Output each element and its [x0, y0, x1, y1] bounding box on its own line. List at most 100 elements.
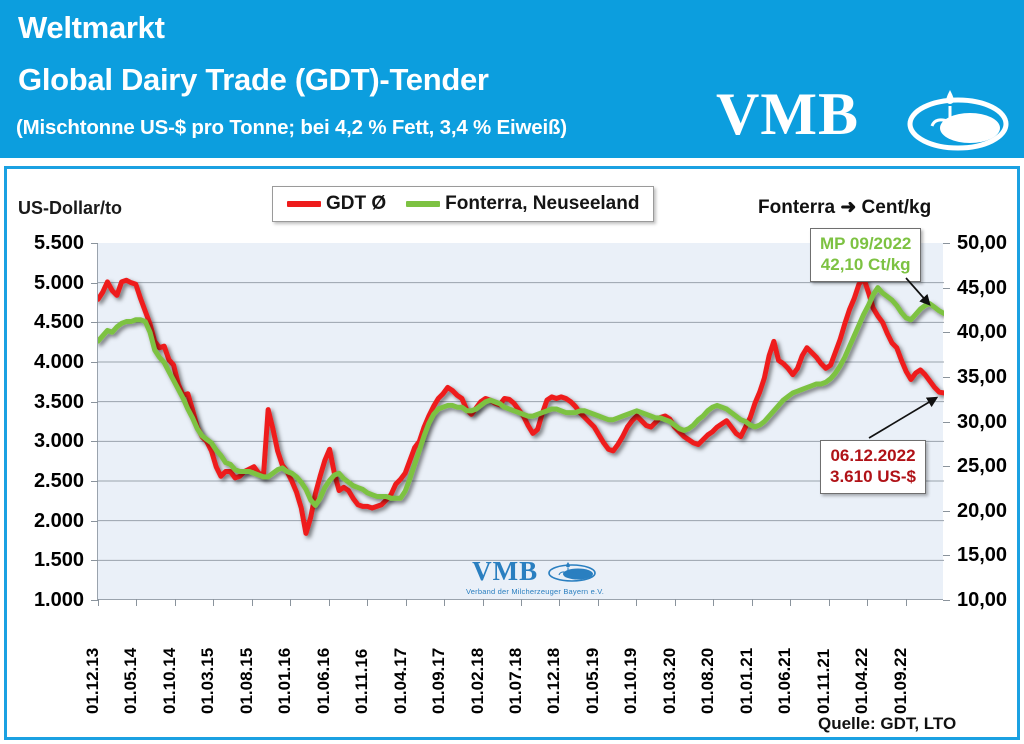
- y-tick-right: 25,00: [957, 455, 1008, 478]
- page-title-line2: Global Dairy Trade (GDT)-Tender: [18, 62, 489, 97]
- x-tickmark: [674, 599, 676, 606]
- x-tick-label: 01.11.21: [813, 648, 833, 714]
- legend-item-fonterra[interactable]: Fonterra, Neuseeland: [406, 193, 639, 215]
- x-axis-ticks: 01.12.13 01.05.14 01.10.14 01.03.15 01.08.15…: [83, 606, 943, 714]
- y-tick-left: 5.000: [33, 271, 84, 294]
- x-tickmark: [136, 599, 138, 606]
- y-tick-right: 15,00: [957, 544, 1008, 567]
- x-tickmark: [521, 599, 522, 606]
- y-tickmark-right: [943, 376, 950, 378]
- vmb-logo: VMB: [716, 78, 1016, 154]
- x-tick-label: 01.01.16: [275, 647, 295, 714]
- x-tick-label: 01.03.15: [198, 647, 218, 714]
- x-tickmark: [290, 599, 292, 606]
- y-tickmark-right: [943, 332, 950, 334]
- x-tickmark: [636, 599, 638, 606]
- x-tickmark: [597, 599, 599, 606]
- y-tick-left: 1.500: [33, 549, 84, 572]
- legend-swatch-gdt: [287, 201, 321, 207]
- x-tickmark: [790, 599, 792, 606]
- y-tickmark-left: [91, 481, 98, 482]
- y-tick-left: 5.500: [33, 232, 84, 254]
- series-line-0: [98, 275, 944, 536]
- x-tick-label: 01.04.22: [852, 647, 872, 714]
- x-tick-label: 01.06.21: [775, 647, 795, 714]
- series-line-1: [98, 285, 944, 508]
- y-tick-left: 1.000: [33, 589, 84, 611]
- fonterra-callout-line2: 42,10 Ct/kg: [820, 255, 911, 275]
- y-tick-right: 20,00: [957, 499, 1008, 522]
- x-tick-label: 01.02.18: [467, 647, 487, 714]
- y-tickmark-left: [91, 520, 98, 522]
- y-tickmark-left: [91, 243, 98, 244]
- source-note: Quelle: GDT, LTO: [818, 714, 957, 733]
- y-tick-right: 45,00: [957, 276, 1008, 299]
- y-tickmark-right: [943, 287, 950, 289]
- y-tick-right: 35,00: [957, 365, 1008, 388]
- y-tickmark-left: [91, 401, 98, 403]
- x-tickmark: [367, 599, 369, 606]
- y-axis-left-ticks: 5.500 5.000 4.500 4.000 3.500 3.000 2.500 2.000…: [12, 232, 84, 611]
- x-tickmark: [405, 599, 407, 606]
- x-tickmark: [213, 599, 215, 606]
- x-tick-label: 01.11.16: [352, 648, 372, 714]
- y-tickmark-left: [91, 441, 98, 443]
- legend-label-gdt: GDT Ø: [326, 193, 387, 214]
- x-tick-label: 01.08.20: [698, 647, 718, 714]
- x-tickmark: [751, 599, 753, 606]
- y-tick-right: 50,00: [957, 232, 1008, 254]
- y-axis-title-left: US-Dollar/to: [18, 198, 123, 218]
- y-tickmark-right: [943, 243, 950, 244]
- page-subtitle: (Mischtonne US-$ pro Tonne; bei 4,2 % Fe…: [16, 116, 567, 139]
- x-tick-label: 01.01.21: [736, 647, 756, 714]
- gdt-callout: 06.12.2022 3.610 US-$: [820, 440, 926, 494]
- x-tick-label: 01.06.16: [313, 647, 333, 714]
- y-tick-left: 3.000: [33, 430, 84, 453]
- y-tick-right: 40,00: [957, 321, 1008, 344]
- y-tickmark-left: [91, 362, 98, 363]
- fonterra-callout: MP 09/2022 42,10 Ct/kg: [810, 228, 922, 282]
- x-tick-label: 01.05.14: [121, 647, 141, 714]
- y-tick-left: 2.500: [33, 470, 84, 492]
- y-tickmark-left: [91, 560, 98, 562]
- header-banner: Weltmarkt Global Dairy Trade (GDT)-Tende…: [0, 0, 1024, 158]
- x-tick-label: 01.10.14: [159, 647, 179, 714]
- x-tickmark: [444, 599, 446, 606]
- x-tick-label: 01.08.15: [236, 647, 256, 714]
- x-tickmark: [559, 599, 561, 606]
- x-tickmark: [867, 599, 869, 606]
- page-title-line1: Weltmarkt: [18, 10, 165, 45]
- x-tick-label: 01.07.18: [506, 647, 525, 714]
- x-tickmark: [328, 599, 330, 606]
- x-tickmark: [713, 599, 715, 606]
- x-tickmark: [251, 599, 253, 606]
- chart-legend: GDT Ø Fonterra, Neuseeland: [272, 186, 655, 222]
- x-tickmark: [98, 599, 99, 606]
- gdt-callout-line1: 06.12.2022: [830, 446, 916, 465]
- y-tickmark-right: [943, 600, 950, 601]
- y-axis-right-ticks: 50,00 45,00 40,00 35,00 30,00 25,00 20,00 15,00…: [957, 232, 1024, 611]
- x-tickmark: [828, 599, 830, 606]
- x-tickmark: [905, 599, 907, 606]
- x-tick-label: 01.09.17: [429, 647, 449, 714]
- y-tickmark-right: [943, 466, 950, 468]
- x-tickmark: [482, 599, 484, 606]
- fonterra-callout-line1: MP 09/2022: [820, 234, 912, 253]
- legend-label-fonterra: Fonterra, Neuseeland: [445, 193, 640, 214]
- y-tick-left: 2.000: [33, 509, 84, 532]
- y-tickmark-left: [91, 322, 98, 324]
- y-tick-left: 4.500: [33, 311, 84, 334]
- vmb-droplet-icon: [907, 90, 1009, 151]
- y-tickmark-right: [943, 510, 950, 512]
- y-tickmark-left: [91, 282, 98, 284]
- gdt-callout-line2: 3.610 US-$: [830, 467, 916, 487]
- y-tick-right: 30,00: [957, 410, 1008, 433]
- y-tickmark-left: [91, 600, 98, 601]
- y-tickmark-right: [943, 555, 950, 557]
- legend-item-gdt[interactable]: GDT Ø: [287, 193, 386, 215]
- x-tickmark: [174, 599, 176, 606]
- vmb-logo-text: VMB: [716, 81, 859, 147]
- x-tick-label: 01.04.17: [390, 647, 410, 714]
- legend-swatch-fonterra: [406, 201, 441, 207]
